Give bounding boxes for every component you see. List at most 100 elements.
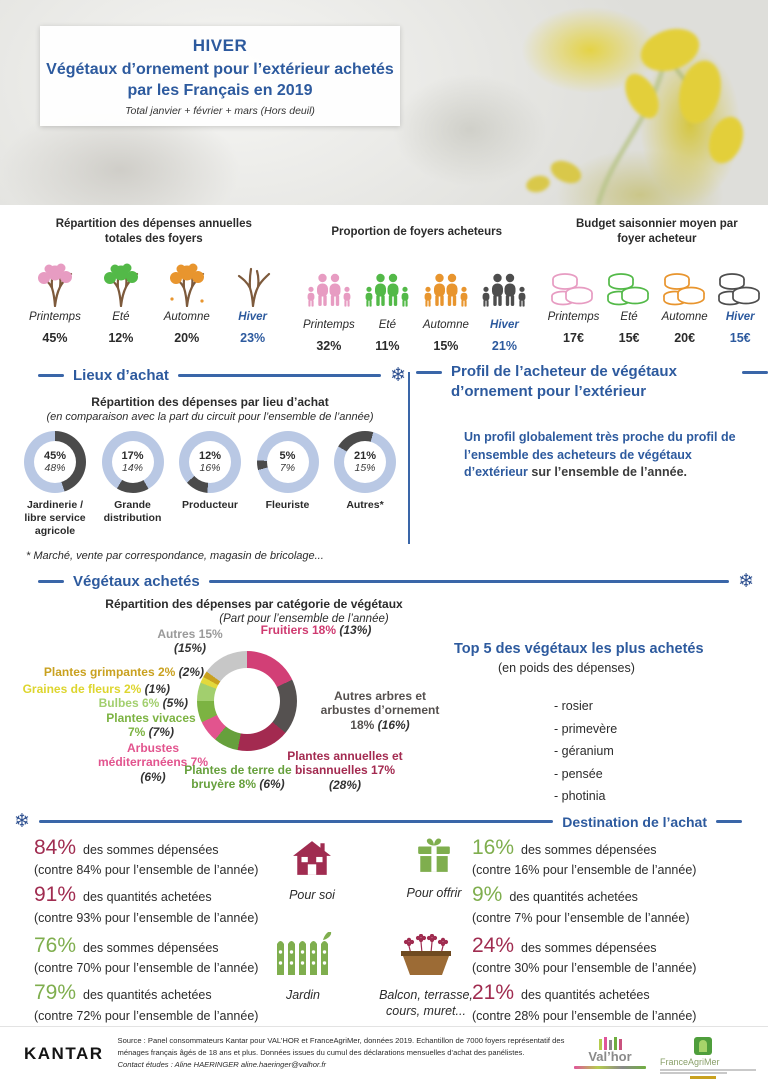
winter-share: 17%	[121, 449, 144, 462]
lieu-jardinerie: 45% 48% Jardinerie / libre service agrico…	[18, 431, 92, 538]
jardin-block: Jardin	[256, 931, 350, 1003]
winter-share: 21%	[353, 449, 377, 462]
lieu-label: Producteur	[181, 499, 238, 511]
section-vegetaux-achetes: Végétaux achetés ❄ Répartition des dépen…	[14, 572, 754, 823]
donut-label-bulbes: Bulbes 6% (5%)	[98, 696, 188, 710]
season-grid: Printemps Eté Automne Hiver 45% 12% 20% …	[22, 253, 286, 345]
page-subtitle: Végétaux d’ornement pour l’extérieur ach…	[46, 61, 394, 100]
donut-label-fruitiers: Fruitiers 18% (13%)	[260, 623, 372, 637]
pct-note: (contre 84% pour l’ensemble de l’année)	[34, 863, 259, 878]
coins-icon-hiver	[712, 253, 768, 307]
season-value-hiver: 21%	[491, 339, 517, 353]
top5-block: Top 5 des végétaux les plus achetés (en …	[454, 641, 754, 808]
season-value: 45%	[42, 331, 68, 345]
lieu-donut: 21% 15%	[334, 431, 396, 493]
stat-block-title: Répartition des dépenses annuelles total…	[55, 218, 252, 245]
season-label-hiver: Hiver	[725, 311, 755, 323]
coins-icon-automne	[657, 253, 713, 307]
lieu-label: Jardinerie / libre service agricole	[24, 499, 86, 538]
destination-stats-pour-soi: 84% des sommes dépensées (contre 84% pour…	[34, 832, 258, 926]
coins-icon-printemps	[546, 253, 602, 307]
balcon-block: Balcon, terrasse, cours, muret...	[376, 933, 476, 1020]
contact-line: Contact études : Aline HAERINGER aline.h…	[117, 1059, 326, 1069]
pct-label: des quantités achetées	[83, 988, 212, 1003]
footer: KANTAR Source : Panel consommateurs Kant…	[0, 1026, 768, 1083]
pct-note: (contre 16% pour l’ensemble de l’année)	[472, 863, 697, 878]
stat-block-budget: Budget saisonnier moyen par foyer achete…	[534, 213, 768, 353]
section-header: Profil de l’acheteur de végétaux d’ornem…	[416, 362, 768, 401]
stat-block-title: Proportion de foyers acheteurs	[331, 226, 502, 238]
destination-caption: Pour offrir	[406, 886, 462, 900]
family-icon-hiver	[475, 261, 534, 315]
donut-label-arbustes-med: Arbustes méditerranéens 7% (6%)	[97, 741, 209, 784]
stat-block-depenses: Répartition des dépenses annuelles total…	[0, 213, 286, 353]
season-value: 15%	[433, 339, 459, 353]
partner-logos: Val’hor FranceAgriMer	[574, 1035, 768, 1079]
season-value-hiver: 23%	[240, 331, 266, 345]
hero-photo: HIVER Végétaux d’ornement pour l’extérie…	[0, 0, 768, 205]
winter-share: 45%	[43, 449, 67, 462]
dash-rule	[742, 371, 768, 374]
season-label: Eté	[620, 311, 638, 323]
franceagrimer-wordmark: FranceAgriMer	[660, 1057, 720, 1067]
lieu-donut: 17% 14%	[101, 431, 164, 493]
season-value: 20%	[174, 331, 200, 345]
pct-value: 9%	[472, 883, 503, 907]
snowflake-icon: ❄	[390, 365, 406, 386]
pct-label: des quantités achetées	[509, 890, 638, 905]
lieu-donut: 45% 48%	[24, 431, 86, 493]
season-label-hiver: Hiver	[490, 319, 519, 331]
family-icon-automne	[417, 261, 476, 315]
destination-caption: Jardin	[285, 988, 321, 1002]
pct-value: 76%	[34, 934, 77, 957]
season-label: Eté	[378, 319, 397, 331]
season-grid: Printemps Eté Automne Hiver 17€ 15€ 20€ …	[546, 253, 768, 345]
pct-note: (contre 72% pour l’ensemble de l’année)	[34, 1008, 259, 1023]
page-note: Total janvier + février + mars (Hors deu…	[125, 105, 315, 118]
winter-share: 12%	[198, 449, 222, 462]
section-profil-acheteur: Profil de l’acheteur de végétaux d’ornem…	[416, 362, 768, 482]
season-value: 20€	[674, 331, 696, 345]
pct-note: (contre 7% pour l’ensemble de l’année)	[472, 910, 690, 925]
horizontal-rule	[38, 820, 554, 823]
lieu-label: Autres*	[346, 499, 384, 511]
pct-label: des quantités achetées	[521, 988, 650, 1003]
year-share: 14%	[121, 462, 143, 475]
donut-label-annuelles: Plantes annuelles et bisannuelles 17% (2…	[287, 749, 403, 792]
stat-block-title: Budget saisonnier moyen par foyer achete…	[576, 218, 738, 245]
donut-label-vivaces: Plantes vivaces 7% (7%)	[106, 711, 196, 740]
donut-label-grimpantes: Plantes grimpantes 2% (2%)	[43, 665, 204, 679]
destination-stats-pour-offrir: 16% des sommes dépensées (contre 16% pour…	[472, 832, 696, 926]
veg-chart-subtitle: (Part pour l’ensemble de l’année)	[219, 613, 389, 625]
horizontal-rule	[177, 374, 382, 377]
summer-tree-icon	[88, 253, 154, 307]
lieu-donut: 12% 16%	[179, 431, 241, 493]
winter-tree-icon	[220, 253, 286, 307]
top5-item: - rosier	[554, 699, 593, 713]
franceagrimer-bar	[690, 1076, 716, 1079]
snowflake-icon: ❄	[738, 571, 754, 592]
destination-caption: Balcon, terrasse, cours, muret...	[379, 988, 473, 1019]
pct-note: (contre 28% pour l’ensemble de l’année)	[472, 1008, 697, 1023]
valhor-bars-icon	[574, 1037, 646, 1050]
season-label-hiver: Hiver	[238, 311, 268, 323]
valhor-tagline	[574, 1066, 646, 1070]
pct-note: (contre 30% pour l’ensemble de l’année)	[472, 961, 697, 976]
lieu-grande-distribution: 17% 14% Grande distribution	[96, 431, 170, 538]
destination-stats-jardin: 76% des sommes dépensées (contre 70% pour…	[34, 930, 258, 1024]
winter-share: 5%	[279, 449, 296, 462]
lieux-footnote: * Marché, vente par correspondance, maga…	[26, 550, 324, 563]
top5-item: - pensée	[554, 766, 603, 781]
top5-list: - rosier - primevère - géranium - pensée…	[554, 695, 754, 808]
season-label: Eté	[112, 311, 130, 323]
source-line: Source : Panel consommateurs Kantar pour…	[117, 1036, 565, 1057]
season-value: 11%	[375, 339, 400, 353]
donut-label-autres: Autres 15% (15%)	[157, 627, 223, 656]
profil-highlight: Un profil globalement très proche du pro…	[464, 430, 736, 479]
pct-label: des sommes dépensées	[521, 941, 657, 955]
pct-label: des sommes dépensées	[521, 843, 657, 857]
donut-hole	[214, 668, 280, 734]
stat-block-foyers: Proportion de foyers acheteurs Printemps…	[286, 213, 534, 353]
lieu-fleuriste: 5% 7% Fleuriste	[251, 431, 325, 538]
section-title: Lieux d’achat	[73, 367, 169, 384]
